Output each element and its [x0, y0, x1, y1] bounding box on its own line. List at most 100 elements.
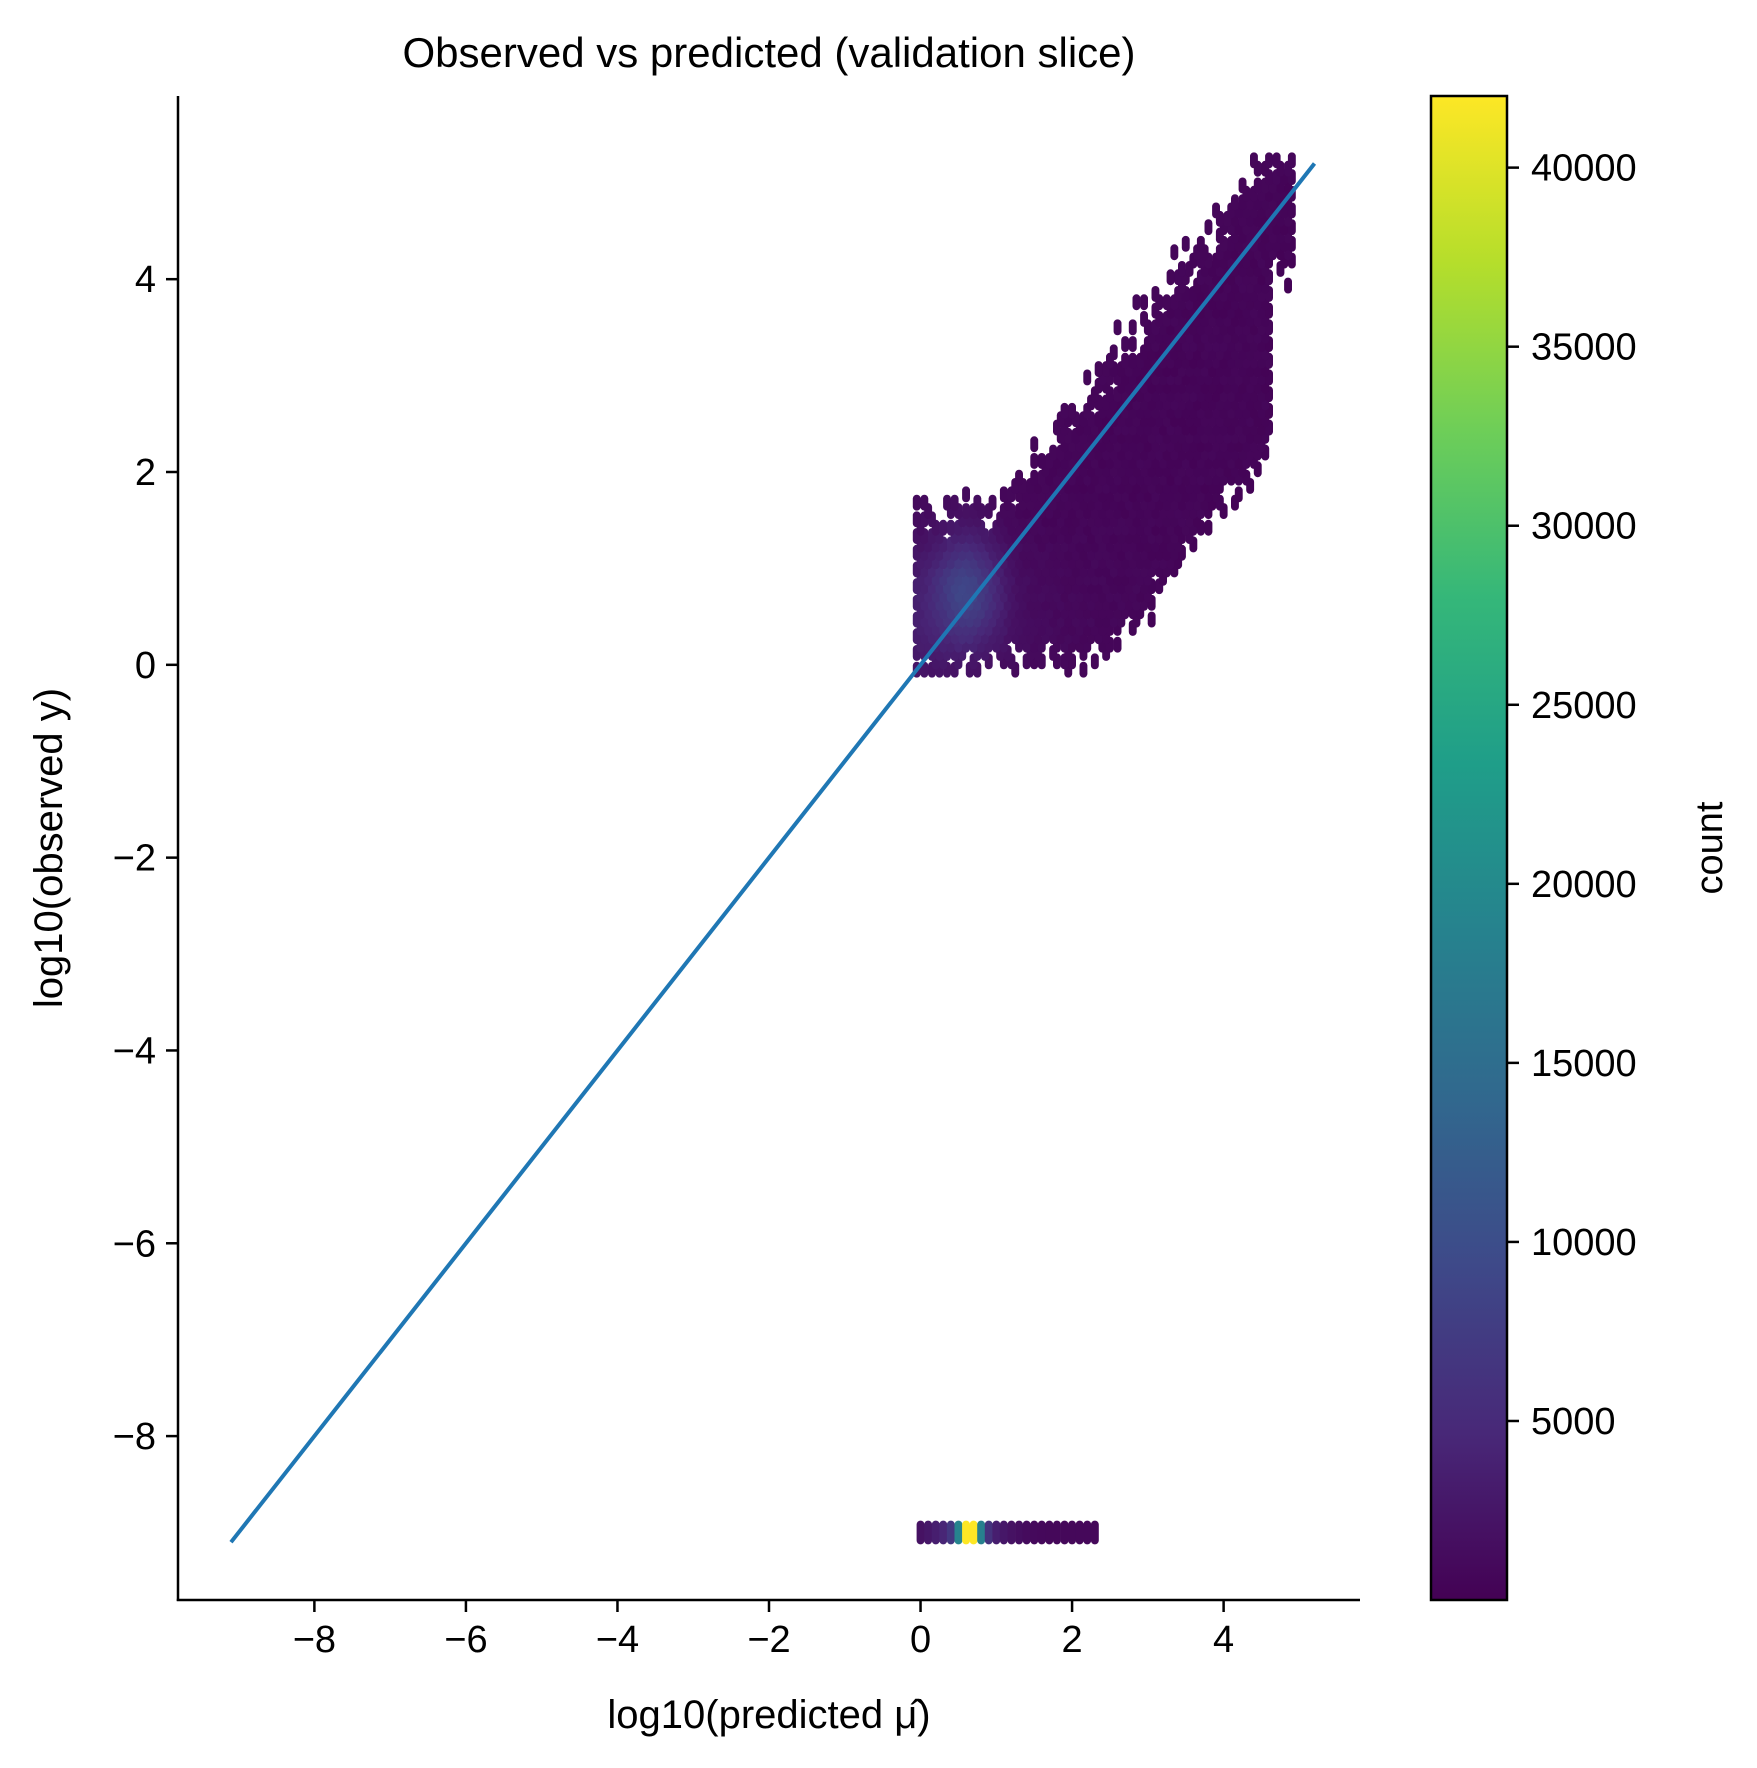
- hexbin-cell: [931, 1520, 940, 1545]
- hexbin-cell: [1079, 661, 1088, 678]
- x-axis-label: log10(predicted μ̂): [607, 1693, 930, 1737]
- hexbin-cell: [1030, 453, 1039, 469]
- colorbar-tick-label: 10000: [1531, 1222, 1637, 1264]
- hexbin-cell: [1234, 486, 1243, 503]
- hexbin-cell: [984, 1520, 993, 1545]
- x-tick-label: 4: [1213, 1619, 1234, 1661]
- colorbar-tick-label: 25000: [1531, 685, 1637, 727]
- x-tick-label: −6: [444, 1619, 487, 1661]
- colorbar-tick-label: 35000: [1531, 327, 1637, 369]
- hexbin-cell: [1231, 194, 1239, 211]
- hexbin-cell: [977, 1520, 986, 1545]
- hexbin-cell: [1030, 1520, 1039, 1545]
- hexbin-cell: [1068, 402, 1076, 419]
- hexbin-cell: [1204, 519, 1213, 536]
- hexbin-cell: [916, 1520, 925, 1545]
- hexbin-cell: [999, 1520, 1008, 1545]
- hexbin-cell: [1196, 235, 1205, 252]
- y-tick-label: 2: [135, 452, 156, 494]
- hexbin-layer: [912, 152, 1296, 1545]
- hexbin-cell: [1162, 294, 1171, 311]
- hexbin-cell: [1238, 177, 1247, 194]
- hexbin-cell: [973, 494, 982, 511]
- hexbin-cell: [962, 486, 970, 503]
- hexbin-cell: [1265, 152, 1273, 169]
- hexbin-cell: [1128, 336, 1137, 352]
- hexbin-cell: [1083, 1520, 1092, 1545]
- x-tick-label: −4: [596, 1619, 639, 1661]
- hexbin-cell: [1060, 1520, 1069, 1545]
- hexbin-cell: [939, 1520, 948, 1545]
- colorbar-label: count: [1689, 801, 1731, 894]
- hexbin-cell: [1090, 653, 1099, 670]
- hexbin-cell: [1060, 402, 1069, 419]
- y-tick-label: 0: [135, 645, 156, 687]
- colorbar-tick-label: 40000: [1531, 148, 1637, 190]
- hexbin-cell: [1132, 294, 1141, 311]
- chart-title: Observed vs predicted (validation slice): [403, 29, 1136, 76]
- x-ticks: −8 −6 −4 −2 0 2 4: [293, 1600, 1234, 1661]
- hexbin-cell: [1121, 336, 1130, 352]
- reference-line: [229, 162, 1317, 1544]
- hexbin-cell: [1250, 152, 1258, 169]
- colorbar-ticks: 5000 10000 15000 20000 25000 30000 35000 40000: [1507, 148, 1637, 1443]
- hexbin-cell: [1090, 1520, 1099, 1545]
- hexbin-cell: [1151, 286, 1160, 302]
- hexbin-cell: [1121, 352, 1130, 369]
- y-tick-label: −6: [113, 1223, 156, 1265]
- hexbin-cell: [924, 1520, 933, 1545]
- hexbin-cell: [1094, 361, 1103, 377]
- hexbin-cell: [1030, 469, 1039, 486]
- hexbin-cell: [1053, 1520, 1061, 1545]
- hexbin-cell: [939, 519, 948, 536]
- x-tick-label: 0: [910, 1619, 931, 1661]
- y-ticks: −8 −6 −4 −2 0 2 4: [113, 259, 178, 1458]
- hexbin-cell: [1068, 1520, 1076, 1545]
- hexbin-cell: [1140, 311, 1148, 327]
- hexbin-cell: [943, 494, 951, 511]
- hexbin-cell: [1030, 436, 1039, 453]
- hexbin-cell: [992, 1520, 1001, 1545]
- hexbin-cell: [988, 494, 997, 511]
- hexbin-cell: [1128, 352, 1137, 369]
- hexbin-cell: [1037, 1520, 1046, 1545]
- hexbin-cell: [950, 494, 959, 511]
- hexbin-cell: [1075, 1520, 1084, 1545]
- hexbin-cell: [1170, 244, 1179, 261]
- colorbar-tick-label: 20000: [1531, 864, 1637, 906]
- colorbar-tick-label: 30000: [1531, 506, 1637, 548]
- hexbin-cell: [1015, 1520, 1023, 1545]
- y-axis-label: log10(observed y): [27, 688, 71, 1008]
- hexbin-cell: [1007, 1520, 1016, 1545]
- colorbar: [1429, 94, 1509, 1602]
- hexbin-cell: [1140, 294, 1148, 311]
- y-tick-label: −2: [113, 838, 156, 880]
- hexbin-cell: [1147, 611, 1156, 628]
- y-tick-label: −4: [113, 1030, 156, 1072]
- hexbin-cell: [962, 503, 970, 519]
- hexbin-cell: [1253, 177, 1262, 194]
- hexbin-cell: [1045, 1520, 1054, 1545]
- hexbin-cell: [1128, 319, 1137, 336]
- hexbin-cell: [1049, 444, 1058, 461]
- x-tick-label: −8: [293, 1619, 336, 1661]
- y-tick-label: −8: [113, 1416, 156, 1458]
- hexbin-cell: [1022, 1520, 1031, 1545]
- colorbar-tick-label: 15000: [1531, 1043, 1637, 1085]
- hexbin-cell: [1178, 261, 1186, 277]
- hexbin-cell: [946, 519, 955, 536]
- hexbin-cell: [1015, 469, 1023, 486]
- hexbin-cell: [1113, 636, 1122, 653]
- hexbin-cell: [962, 1520, 970, 1545]
- hexbin-cell: [1109, 344, 1118, 361]
- x-tick-label: 2: [1062, 1619, 1083, 1661]
- hexbin-cell: [1037, 453, 1046, 469]
- hexbin-cell: [1113, 319, 1122, 336]
- hexbin-cell: [1166, 269, 1175, 286]
- hexbin-cell: [912, 494, 921, 511]
- hexbin-cell: [1181, 235, 1190, 252]
- hexbin-cell: [969, 1520, 978, 1545]
- hexbin-cell: [999, 486, 1008, 503]
- hexbin-cell: [954, 1520, 963, 1545]
